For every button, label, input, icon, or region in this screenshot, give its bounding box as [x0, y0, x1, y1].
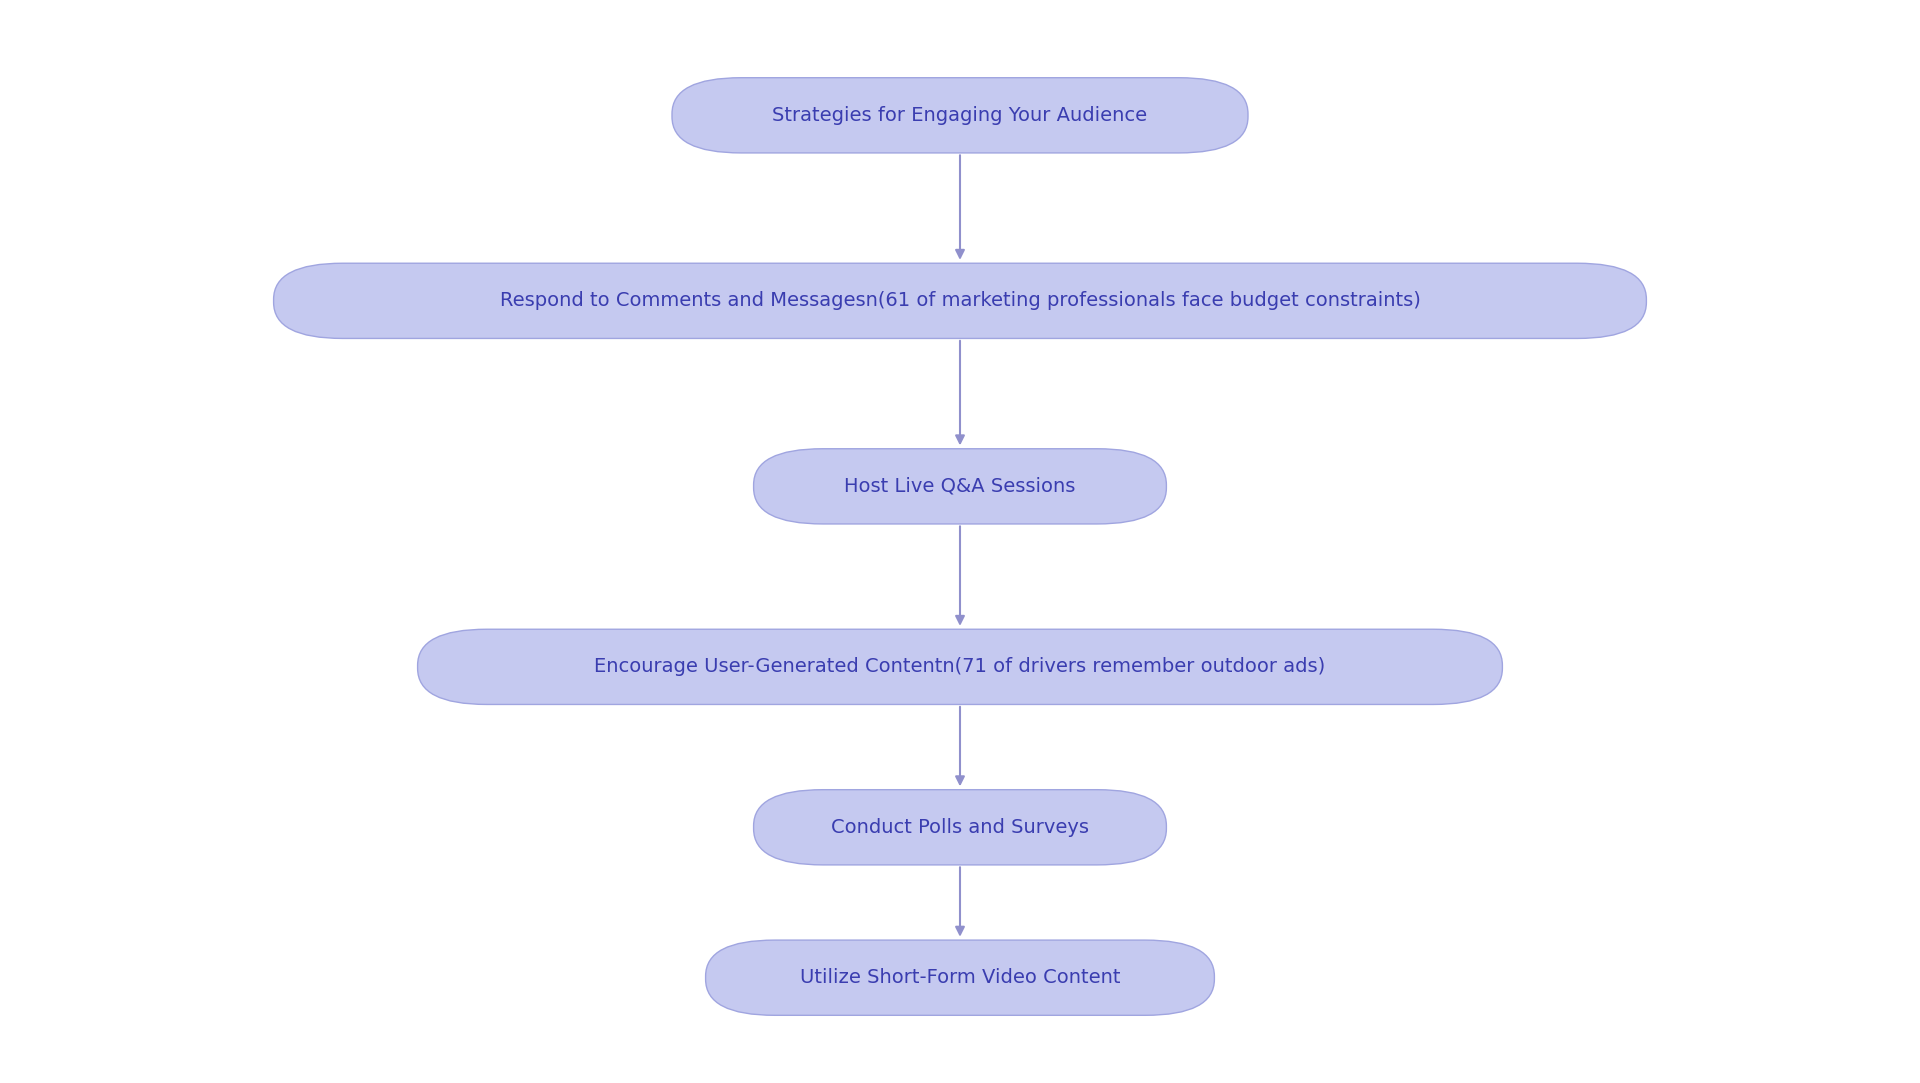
- FancyBboxPatch shape: [275, 263, 1645, 339]
- FancyBboxPatch shape: [672, 78, 1248, 153]
- Text: Strategies for Engaging Your Audience: Strategies for Engaging Your Audience: [772, 106, 1148, 125]
- FancyBboxPatch shape: [753, 448, 1167, 524]
- Text: Utilize Short-Form Video Content: Utilize Short-Form Video Content: [801, 968, 1119, 988]
- Text: Conduct Polls and Surveys: Conduct Polls and Surveys: [831, 818, 1089, 837]
- FancyBboxPatch shape: [753, 790, 1167, 865]
- Text: Encourage User-Generated Contentn(71 of drivers remember outdoor ads): Encourage User-Generated Contentn(71 of …: [595, 657, 1325, 677]
- Text: Respond to Comments and Messagesn(61 of marketing professionals face budget cons: Respond to Comments and Messagesn(61 of …: [499, 291, 1421, 311]
- Text: Host Live Q&A Sessions: Host Live Q&A Sessions: [845, 477, 1075, 496]
- FancyBboxPatch shape: [419, 629, 1501, 704]
- FancyBboxPatch shape: [707, 940, 1215, 1016]
